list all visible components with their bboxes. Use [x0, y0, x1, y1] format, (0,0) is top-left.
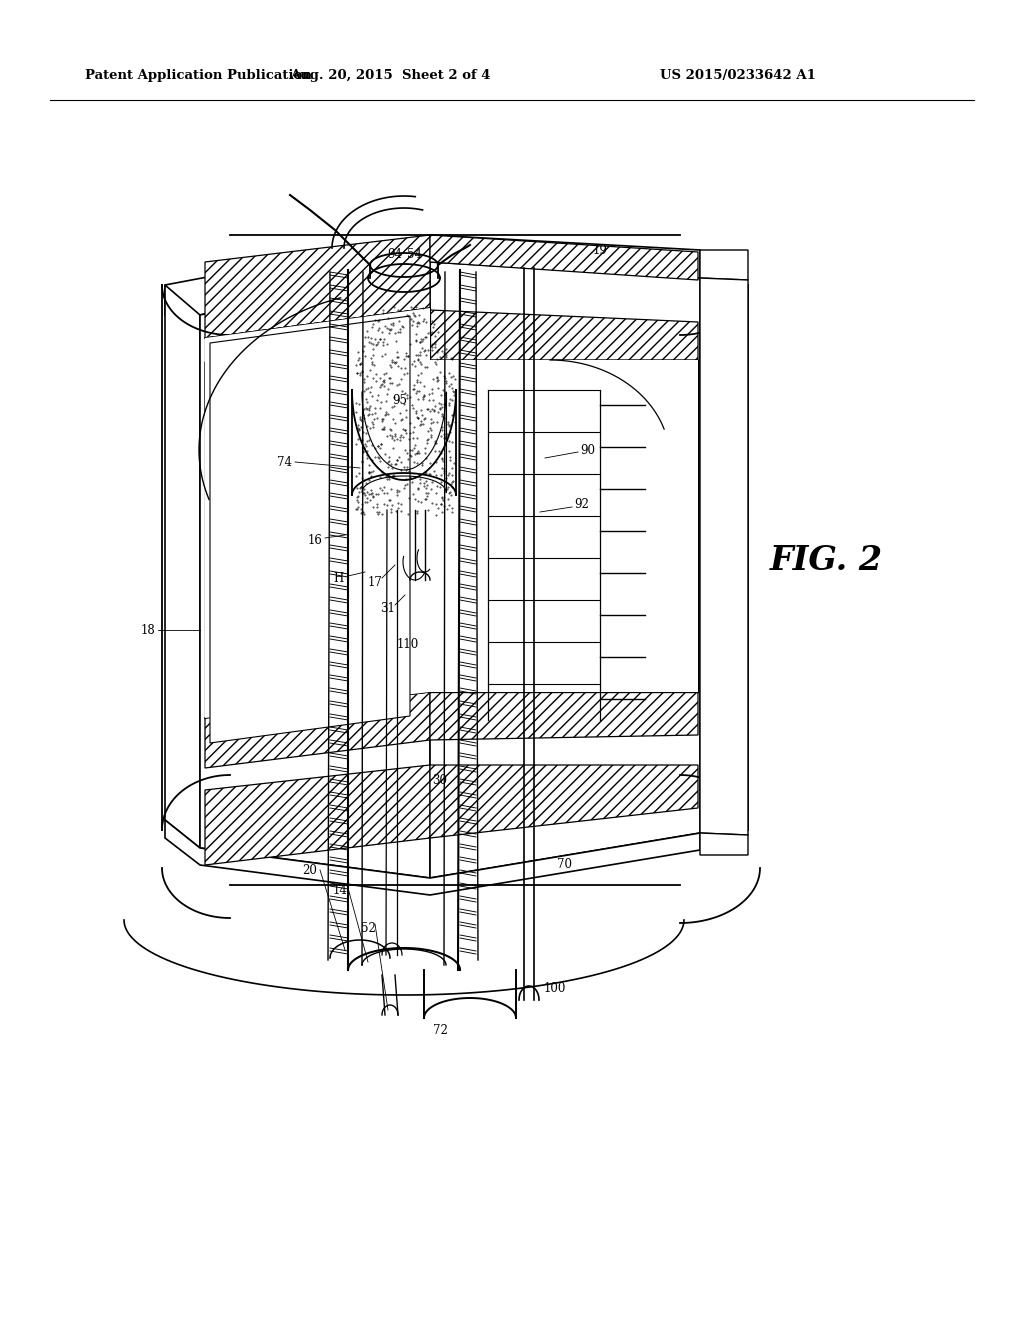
Polygon shape — [205, 766, 430, 865]
Polygon shape — [430, 310, 698, 360]
Text: 18: 18 — [140, 623, 155, 636]
Polygon shape — [430, 261, 700, 878]
Polygon shape — [200, 261, 430, 878]
Polygon shape — [700, 833, 748, 855]
Text: Patent Application Publication: Patent Application Publication — [85, 69, 311, 82]
Text: FIG. 2: FIG. 2 — [770, 544, 883, 577]
Polygon shape — [700, 249, 748, 280]
Polygon shape — [430, 766, 698, 838]
Polygon shape — [430, 360, 698, 692]
Text: 14: 14 — [333, 883, 347, 896]
Polygon shape — [165, 235, 700, 315]
Text: 31: 31 — [381, 602, 395, 615]
Text: 52: 52 — [360, 921, 376, 935]
Polygon shape — [205, 235, 430, 338]
Text: 74: 74 — [278, 455, 293, 469]
Text: 100: 100 — [544, 982, 566, 994]
Polygon shape — [210, 315, 410, 743]
Polygon shape — [430, 235, 698, 280]
Text: 92: 92 — [574, 499, 590, 511]
Text: H: H — [333, 572, 343, 585]
Text: 70: 70 — [557, 858, 572, 871]
Text: 19: 19 — [593, 243, 607, 256]
Text: US 2015/0233642 A1: US 2015/0233642 A1 — [660, 69, 816, 82]
Polygon shape — [430, 692, 698, 741]
Text: 90: 90 — [581, 444, 596, 457]
Text: 94: 94 — [387, 248, 402, 261]
Text: 110: 110 — [397, 639, 419, 652]
Text: 17: 17 — [368, 576, 382, 589]
Text: 72: 72 — [432, 1023, 447, 1036]
Polygon shape — [165, 820, 700, 895]
Polygon shape — [205, 335, 430, 414]
Polygon shape — [700, 279, 748, 836]
Text: Aug. 20, 2015  Sheet 2 of 4: Aug. 20, 2015 Sheet 2 of 4 — [290, 69, 490, 82]
Text: 95: 95 — [392, 393, 408, 407]
Text: 20: 20 — [302, 863, 317, 876]
Polygon shape — [165, 285, 200, 847]
Polygon shape — [205, 692, 430, 768]
Polygon shape — [205, 308, 430, 718]
Text: 54: 54 — [408, 248, 423, 261]
Text: 30: 30 — [432, 774, 447, 787]
Text: 16: 16 — [307, 533, 323, 546]
